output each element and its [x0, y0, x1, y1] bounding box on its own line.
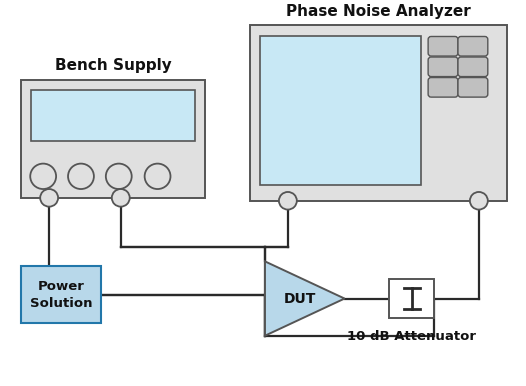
FancyBboxPatch shape — [458, 78, 488, 97]
Text: DUT: DUT — [284, 291, 316, 306]
Text: Power
Solution: Power Solution — [30, 279, 93, 310]
Bar — [250, 25, 507, 201]
Circle shape — [145, 164, 170, 189]
Bar — [21, 81, 205, 198]
Circle shape — [279, 192, 297, 210]
Circle shape — [30, 164, 56, 189]
Circle shape — [106, 164, 132, 189]
Circle shape — [470, 192, 488, 210]
FancyBboxPatch shape — [458, 37, 488, 56]
FancyBboxPatch shape — [428, 78, 458, 97]
Circle shape — [112, 189, 130, 207]
Text: Phase Noise Analyzer: Phase Noise Analyzer — [286, 4, 471, 19]
Bar — [21, 266, 101, 323]
Circle shape — [68, 164, 94, 189]
Text: Bench Supply: Bench Supply — [55, 58, 171, 73]
Circle shape — [40, 189, 58, 207]
Polygon shape — [265, 261, 345, 336]
FancyBboxPatch shape — [428, 57, 458, 76]
FancyBboxPatch shape — [428, 37, 458, 56]
Bar — [31, 90, 195, 141]
Bar — [260, 37, 421, 185]
FancyBboxPatch shape — [458, 57, 488, 76]
Text: 10 dB Attenuator: 10 dB Attenuator — [347, 330, 476, 343]
Bar — [389, 279, 434, 318]
